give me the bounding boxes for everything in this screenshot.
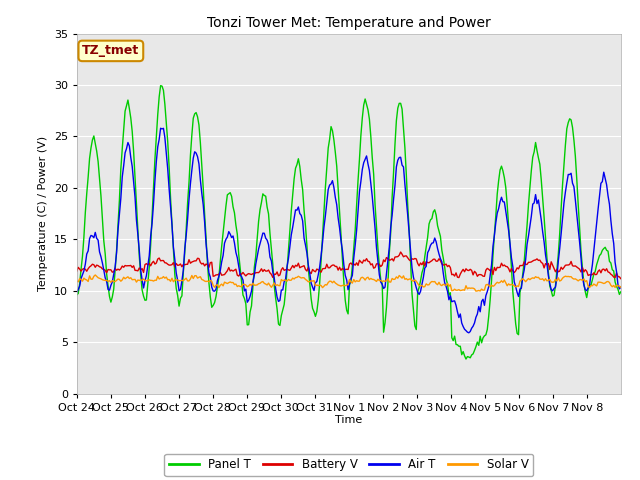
Y-axis label: Temperature (C) / Power (V): Temperature (C) / Power (V) [38,136,48,291]
Air T [108,279,116,285]
Solar V [354,278,362,284]
Panel T [463,354,471,360]
Battery V [397,249,404,255]
Air T [465,330,473,336]
X-axis label: Time: Time [335,415,362,425]
Battery V [353,260,360,266]
Solar V [93,274,100,279]
Panel T [73,292,81,298]
Battery V [92,264,99,270]
Panel T [545,269,552,275]
Battery V [462,266,470,272]
Panel T [108,294,116,300]
Solar V [92,272,99,278]
Panel T [92,141,99,146]
Solar V [73,278,81,284]
Legend: Panel T, Battery V, Air T, Solar V: Panel T, Battery V, Air T, Solar V [164,454,533,476]
Air T [157,125,164,131]
Text: TZ_tmet: TZ_tmet [82,44,140,58]
Solar V [545,277,552,283]
Solar V [616,283,623,289]
Air T [354,208,362,214]
Line: Solar V: Solar V [77,275,621,291]
Battery V [543,262,551,267]
Line: Air T: Air T [77,128,621,333]
Solar V [462,283,470,288]
Battery V [614,274,622,279]
Line: Panel T: Panel T [77,85,621,359]
Battery V [108,269,116,275]
Air T [617,284,625,290]
Panel T [616,291,623,297]
Title: Tonzi Tower Met: Temperature and Power: Tonzi Tower Met: Temperature and Power [207,16,491,30]
Air T [545,273,552,279]
Solar V [617,284,625,290]
Air T [462,328,470,334]
Battery V [73,268,81,274]
Air T [616,286,623,292]
Air T [92,229,99,235]
Solar V [110,278,118,284]
Line: Battery V: Battery V [77,252,621,278]
Battery V [617,276,625,281]
Panel T [157,83,164,88]
Panel T [354,178,362,183]
Solar V [472,288,480,294]
Panel T [617,289,625,295]
Panel T [462,356,470,362]
Air T [73,289,81,295]
